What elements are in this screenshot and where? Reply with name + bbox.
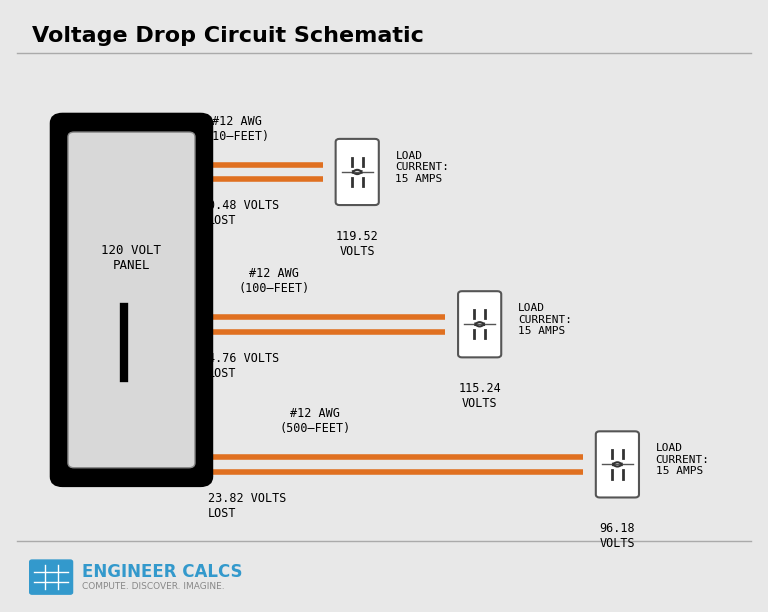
Text: 0.48 VOLTS
LOST: 0.48 VOLTS LOST bbox=[208, 200, 280, 228]
Text: LOAD
CURRENT:
15 AMPS: LOAD CURRENT: 15 AMPS bbox=[656, 443, 710, 476]
Text: 120 VOLT
PANEL: 120 VOLT PANEL bbox=[101, 244, 161, 272]
Text: LOAD
CURRENT:
15 AMPS: LOAD CURRENT: 15 AMPS bbox=[518, 303, 572, 336]
Text: Voltage Drop Circuit Schematic: Voltage Drop Circuit Schematic bbox=[32, 26, 424, 46]
Text: 119.52
VOLTS: 119.52 VOLTS bbox=[336, 230, 379, 258]
Text: LOAD
CURRENT:
15 AMPS: LOAD CURRENT: 15 AMPS bbox=[396, 151, 449, 184]
Text: 96.18
VOLTS: 96.18 VOLTS bbox=[600, 522, 635, 550]
Text: #12 AWG
(10–FEET): #12 AWG (10–FEET) bbox=[205, 114, 269, 143]
FancyBboxPatch shape bbox=[30, 560, 72, 594]
FancyBboxPatch shape bbox=[458, 291, 502, 357]
Text: 115.24
VOLTS: 115.24 VOLTS bbox=[458, 382, 501, 410]
FancyBboxPatch shape bbox=[51, 114, 212, 486]
Text: #12 AWG
(100–FEET): #12 AWG (100–FEET) bbox=[238, 267, 310, 295]
Text: 4.76 VOLTS
LOST: 4.76 VOLTS LOST bbox=[208, 352, 280, 379]
Text: COMPUTE. DISCOVER. IMAGINE.: COMPUTE. DISCOVER. IMAGINE. bbox=[81, 583, 224, 591]
FancyBboxPatch shape bbox=[68, 132, 195, 468]
FancyBboxPatch shape bbox=[596, 431, 639, 498]
Text: ENGINEER CALCS: ENGINEER CALCS bbox=[81, 563, 242, 581]
FancyBboxPatch shape bbox=[336, 139, 379, 205]
Text: #12 AWG
(500–FEET): #12 AWG (500–FEET) bbox=[280, 407, 351, 435]
Text: 23.82 VOLTS
LOST: 23.82 VOLTS LOST bbox=[208, 492, 286, 520]
